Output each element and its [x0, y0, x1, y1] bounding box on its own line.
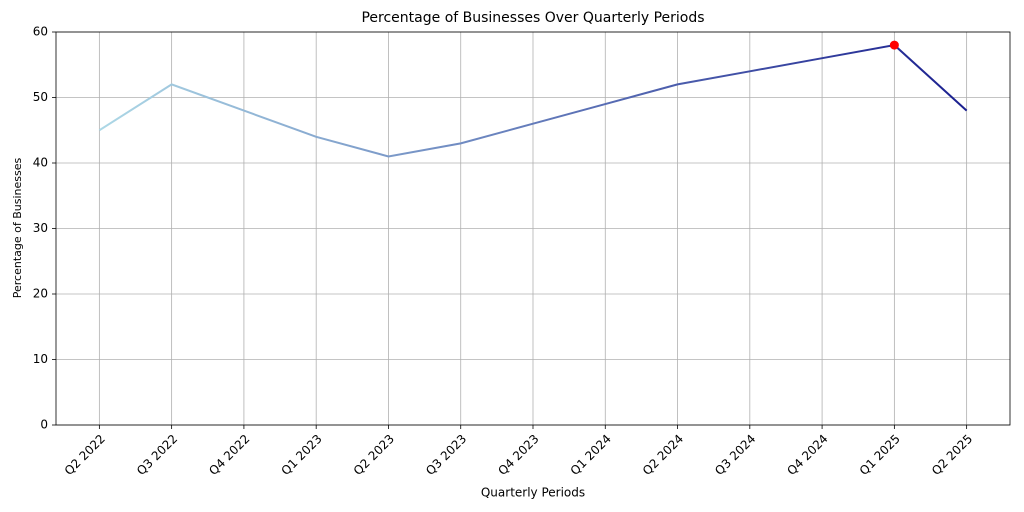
- x-tick-label: Q1 2024: [568, 432, 614, 478]
- x-tick-label: Q2 2024: [640, 432, 686, 478]
- chart-title: Percentage of Businesses Over Quarterly …: [361, 10, 704, 26]
- x-tick-label: Q3 2022: [134, 432, 180, 478]
- x-tick-label: Q3 2024: [712, 432, 758, 478]
- y-tick-label: 20: [33, 287, 48, 301]
- y-axis-label: Percentage of Businesses: [11, 157, 24, 298]
- line: [98, 44, 968, 158]
- y-tick-label: 60: [33, 25, 48, 39]
- y-tick-label: 50: [33, 90, 48, 104]
- max-marker: [889, 40, 899, 50]
- x-tick-label: Q1 2023: [279, 432, 325, 478]
- plot-frame: [55, 31, 1011, 426]
- y-tick-label: 40: [33, 156, 48, 170]
- x-tick-label: Q4 2022: [206, 432, 252, 478]
- x-tick-label: Q1 2025: [857, 432, 903, 478]
- x-tick-label: Q2 2023: [351, 432, 397, 478]
- y-tick-label: 0: [40, 418, 48, 432]
- x-axis-label: Quarterly Periods: [481, 486, 585, 500]
- x-tick-label: Q3 2023: [423, 432, 469, 478]
- y-tick-label: 10: [33, 352, 48, 366]
- x-tick-label: Q4 2024: [784, 432, 830, 478]
- y-tick-label: 30: [33, 221, 48, 235]
- x-tick-label: Q2 2025: [929, 432, 975, 478]
- x-tick-label: Q4 2023: [495, 432, 541, 478]
- x-tick-label: Q2 2022: [62, 432, 108, 478]
